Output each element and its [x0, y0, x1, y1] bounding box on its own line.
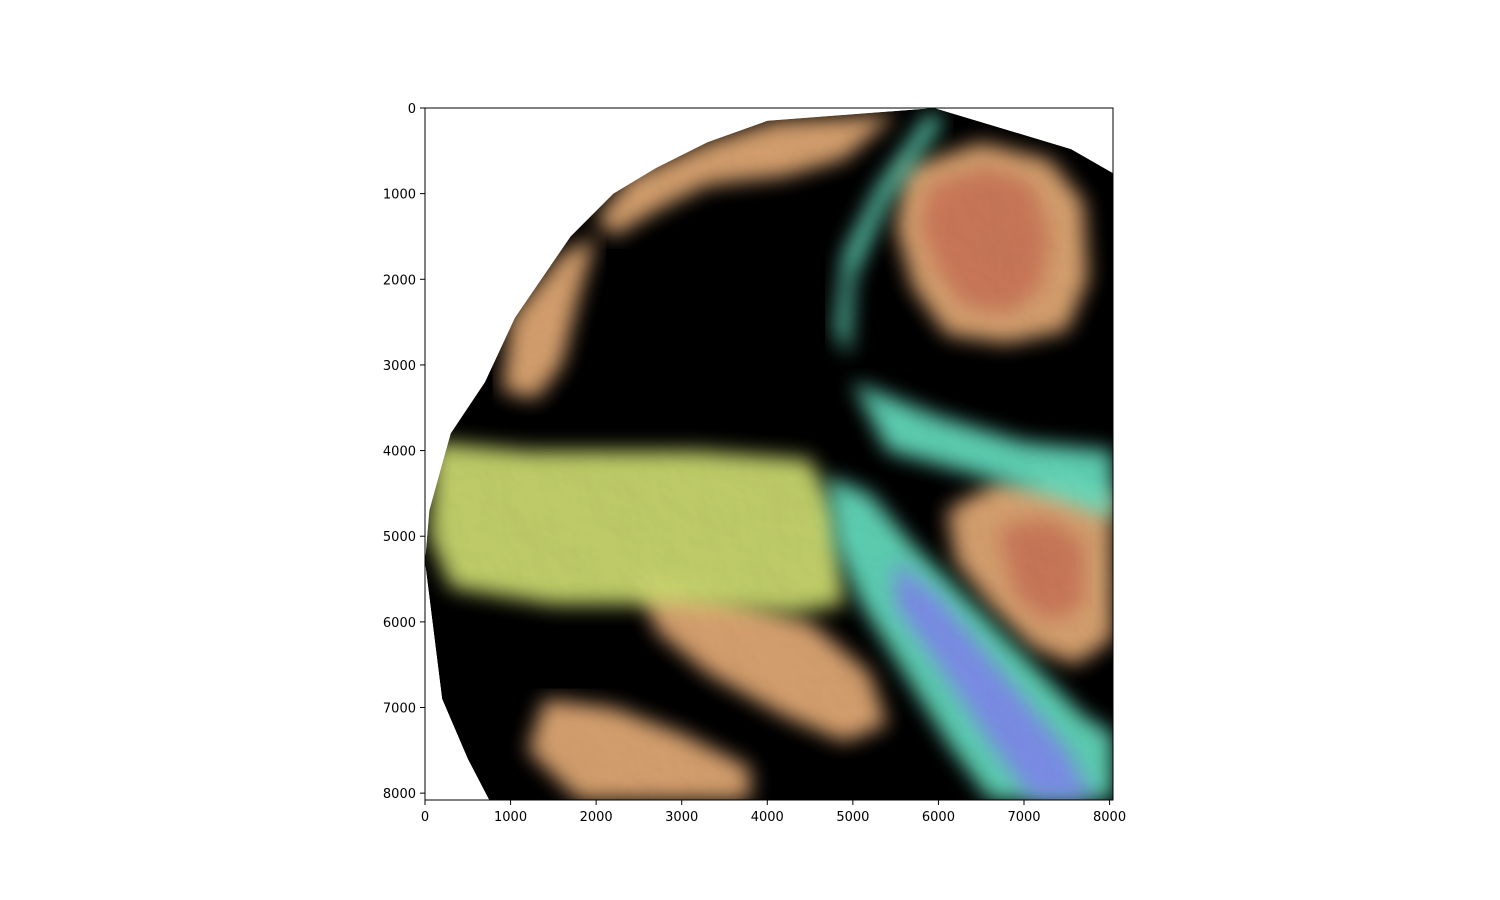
y-tick-label: 8000 [383, 787, 416, 802]
y-tick-label: 7000 [383, 702, 416, 717]
x-tick-label: 8000 [1093, 810, 1126, 825]
hillshade-texture [425, 108, 1113, 800]
y-tick-label: 3000 [383, 359, 416, 374]
y-tick-label: 4000 [383, 445, 416, 460]
axes-frame [424, 107, 1114, 801]
y-tick-label: 2000 [383, 273, 416, 288]
y-axis: 0 1000 2000 3000 4000 5000 6000 7000 8000 [383, 102, 425, 802]
x-tick-label: 6000 [922, 810, 955, 825]
x-tick-label: 1000 [494, 810, 527, 825]
x-tick-label: 4000 [751, 810, 784, 825]
y-tick-label: 0 [408, 102, 416, 117]
x-tick-label: 0 [421, 810, 429, 825]
y-tick-label: 1000 [383, 188, 416, 203]
y-tick-label: 6000 [383, 616, 416, 631]
x-tick-label: 2000 [580, 810, 613, 825]
x-axis: 0 1000 2000 3000 4000 5000 6000 7000 8000 [421, 800, 1126, 825]
x-tick-label: 5000 [836, 810, 869, 825]
plot-area [425, 108, 1113, 800]
x-tick-label: 3000 [665, 810, 698, 825]
x-tick-label: 7000 [1007, 810, 1040, 825]
y-tick-label: 5000 [383, 530, 416, 545]
